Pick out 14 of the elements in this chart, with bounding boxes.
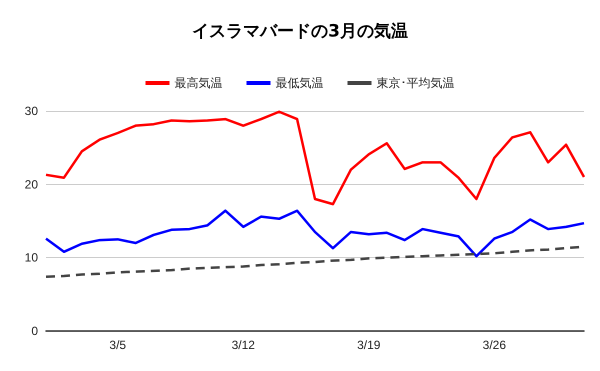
y-tick-label: 20 (24, 177, 38, 192)
legend-label: 最高気温 (174, 76, 222, 90)
chart-title: イスラマバードの3月の気温 (192, 22, 408, 42)
x-tick-label: 3/26 (482, 338, 506, 352)
legend-label: 最低気温 (276, 76, 324, 90)
line-series (44, 209, 586, 258)
x-tick-label: 3/19 (357, 338, 381, 352)
line-series (44, 110, 586, 206)
x-tick-label: 3/12 (232, 338, 256, 352)
y-tick-label: 10 (24, 250, 38, 265)
y-tick-label: 0 (31, 324, 38, 338)
y-tick-label: 30 (24, 104, 38, 118)
legend-label: 東京･平均気温 (376, 76, 454, 90)
x-tick-label: 3/5 (109, 338, 126, 352)
